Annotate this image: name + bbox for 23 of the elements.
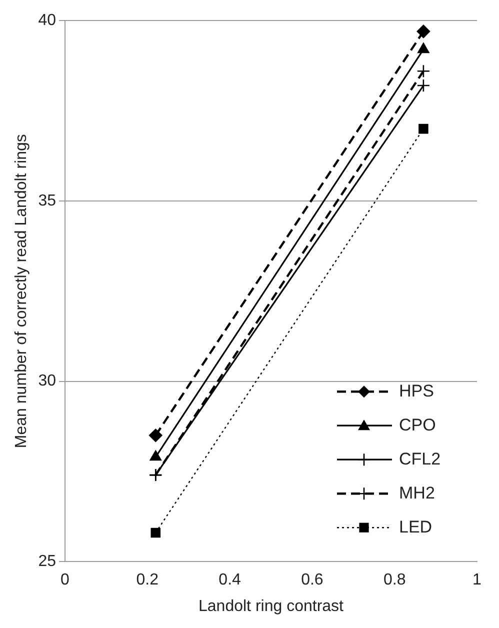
x-tick-label: 0.4 [218, 572, 242, 589]
y-tick-label: 25 [38, 553, 56, 570]
y-tick-label: 35 [38, 192, 56, 210]
y-axis-title: Mean number of correctly read Landolt rings [13, 134, 30, 448]
point [416, 64, 430, 78]
legend-label: MH2 [399, 483, 435, 502]
x-axis-title: Landolt ring contrast [198, 598, 344, 615]
legend-label: CFL2 [399, 449, 441, 468]
x-tick-label: 0 [60, 572, 70, 589]
x-tick-label: 1 [472, 572, 482, 589]
x-tick-label: 0.8 [383, 572, 406, 589]
y-tick-label: 30 [38, 372, 56, 390]
point [418, 124, 428, 134]
x-tick-label: 0.6 [301, 572, 324, 589]
x-tick-label: 0.2 [136, 572, 159, 589]
point [150, 528, 161, 538]
y-tick-label: 40 [38, 12, 56, 30]
point [148, 428, 162, 442]
legend-label: LED [399, 517, 432, 536]
legend-label: CPO [399, 415, 436, 434]
point [416, 24, 430, 38]
point [416, 78, 430, 92]
legend-label: HPS [399, 381, 434, 400]
